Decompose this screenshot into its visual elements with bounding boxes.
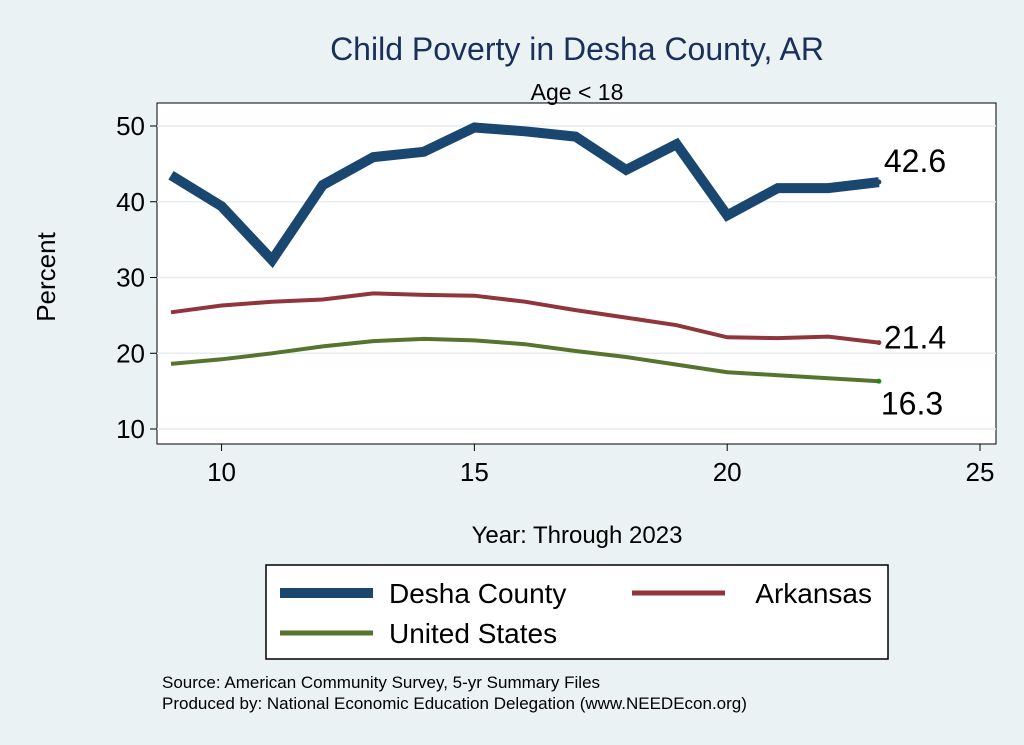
x-tick-label-25: 25 (966, 457, 995, 487)
series-line-arkansas (170, 291, 880, 345)
end-point-desha-county (876, 179, 882, 185)
end-point-united-states (876, 378, 882, 384)
end-label-united-states: 16.3 (881, 385, 943, 421)
chart-subtitle: Age < 18 (531, 79, 624, 105)
x-tick-label-15: 15 (460, 457, 489, 487)
series-line-united-states (170, 336, 880, 384)
producer-note: Produced by: National Economic Education… (162, 694, 747, 713)
y-axis-label: Percent (31, 231, 61, 321)
y-tick-label-40: 40 (116, 187, 145, 217)
y-tick-label-50: 50 (116, 111, 145, 141)
x-axis-label: Year: Through 2023 (472, 522, 683, 549)
end-labels: 42.6 21.4 16.3 (876, 143, 946, 421)
legend-label-united-states: United States (389, 618, 557, 649)
y-tick-label-20: 20 (116, 338, 145, 368)
source-note: Source: American Community Survey, 5-yr … (162, 673, 600, 692)
x-tick-label-20: 20 (713, 457, 742, 487)
plot-area (156, 102, 997, 445)
end-point-arkansas (876, 340, 882, 346)
x-axis: 10 15 20 25 (207, 444, 994, 487)
chart-title: Child Poverty in Desha County, AR (330, 31, 824, 67)
legend-label-desha-county: Desha County (389, 578, 566, 609)
y-tick-label-30: 30 (116, 263, 145, 293)
x-tick-label-10: 10 (207, 457, 236, 487)
series-line-desha-county (168, 122, 880, 269)
legend: Desha County Arkansas United States (265, 564, 889, 660)
legend-label-arkansas: Arkansas (755, 578, 872, 609)
legend-box (265, 564, 889, 660)
y-axis: 10 20 30 40 50 (116, 111, 157, 444)
end-label-arkansas: 21.4 (884, 320, 946, 356)
y-tick-label-10: 10 (116, 414, 145, 444)
series-lines (168, 122, 880, 384)
end-label-desha-county: 42.6 (884, 143, 946, 179)
grid-lines (157, 125, 996, 430)
